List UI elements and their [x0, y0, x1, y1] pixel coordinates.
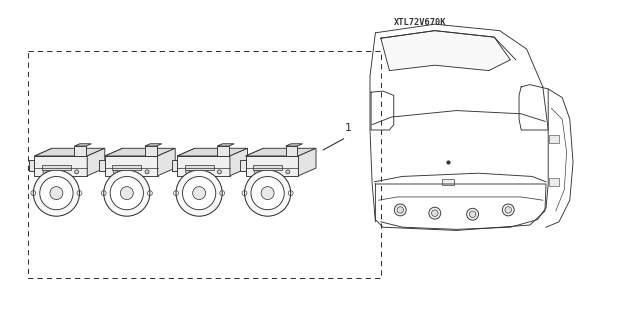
Polygon shape [246, 156, 298, 176]
Circle shape [145, 170, 149, 174]
Polygon shape [29, 160, 35, 171]
Polygon shape [217, 144, 234, 146]
Circle shape [286, 170, 290, 174]
Circle shape [113, 170, 117, 174]
Polygon shape [298, 148, 316, 176]
Circle shape [75, 170, 79, 174]
Polygon shape [172, 160, 177, 171]
Polygon shape [230, 148, 248, 176]
Bar [548, 178, 559, 186]
Polygon shape [35, 156, 87, 176]
Circle shape [218, 170, 221, 174]
Circle shape [110, 176, 143, 210]
Circle shape [394, 204, 406, 216]
Bar [28, 51, 381, 278]
Polygon shape [157, 148, 175, 176]
Polygon shape [217, 146, 229, 156]
Bar [184, 165, 214, 170]
Circle shape [429, 207, 441, 219]
Circle shape [40, 176, 73, 210]
Polygon shape [240, 160, 246, 171]
Polygon shape [246, 148, 316, 156]
Polygon shape [105, 148, 175, 156]
Circle shape [397, 207, 403, 213]
Polygon shape [74, 146, 86, 156]
Text: 1: 1 [345, 122, 351, 133]
Text: XTL72V670K: XTL72V670K [394, 19, 446, 27]
Circle shape [193, 187, 205, 200]
Polygon shape [145, 146, 157, 156]
Circle shape [469, 211, 476, 218]
Circle shape [467, 208, 479, 220]
Circle shape [50, 187, 63, 200]
Polygon shape [87, 148, 105, 176]
Circle shape [261, 187, 274, 200]
Polygon shape [99, 160, 105, 171]
Polygon shape [74, 144, 92, 146]
Circle shape [431, 210, 438, 216]
Circle shape [244, 170, 291, 216]
Circle shape [104, 170, 150, 216]
Polygon shape [285, 144, 303, 146]
Circle shape [120, 187, 133, 200]
Bar [112, 165, 141, 170]
Circle shape [43, 170, 47, 174]
Polygon shape [145, 144, 162, 146]
Bar [42, 165, 71, 170]
Polygon shape [177, 148, 248, 156]
Circle shape [505, 207, 511, 213]
Polygon shape [105, 156, 157, 176]
Polygon shape [177, 156, 230, 176]
Circle shape [176, 170, 222, 216]
Circle shape [251, 176, 284, 210]
Bar [548, 135, 559, 143]
Polygon shape [381, 31, 511, 70]
Circle shape [186, 170, 189, 174]
Polygon shape [285, 146, 298, 156]
Polygon shape [35, 148, 105, 156]
Bar [442, 179, 454, 185]
Circle shape [182, 176, 216, 210]
Circle shape [254, 170, 258, 174]
Bar [253, 165, 282, 170]
Circle shape [502, 204, 514, 216]
Circle shape [33, 170, 79, 216]
